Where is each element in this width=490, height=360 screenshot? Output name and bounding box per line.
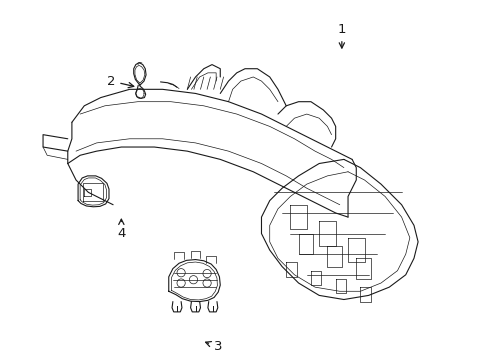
- Text: 4: 4: [117, 219, 125, 240]
- Text: 1: 1: [338, 23, 346, 48]
- Text: 3: 3: [206, 341, 222, 354]
- Text: 2: 2: [107, 75, 134, 88]
